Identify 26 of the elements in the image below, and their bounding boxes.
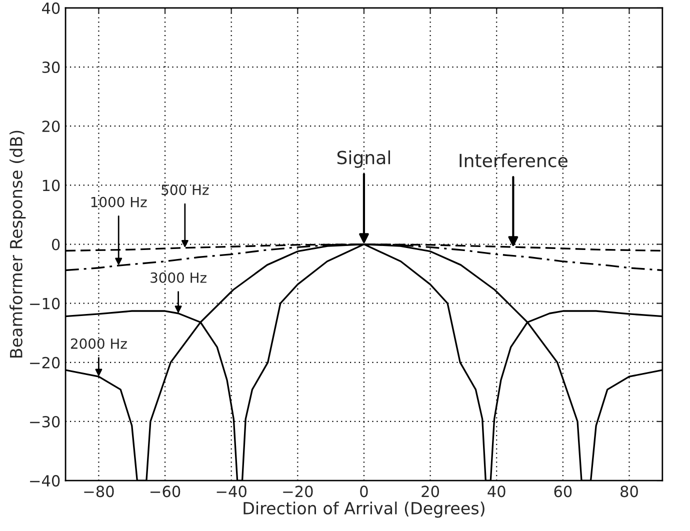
y-tick-label: 10 <box>42 180 60 192</box>
annotation: 500 Hz <box>162 184 209 196</box>
y-tick-label: −40 <box>30 475 60 487</box>
annotation: 1000 Hz <box>91 196 147 208</box>
x-tick-label: −80 <box>84 486 114 498</box>
annotation: Signal <box>337 150 390 168</box>
y-tick-label: −20 <box>30 356 60 368</box>
x-tick-label: −20 <box>283 486 313 498</box>
x-tick-label: 20 <box>422 486 439 498</box>
annotation: 2000 Hz <box>70 338 127 349</box>
x-tick-label: 0 <box>360 486 368 498</box>
y-tick-label: 40 <box>42 2 60 14</box>
annotation: 3000 Hz <box>150 272 206 283</box>
x-tick-label: 80 <box>620 486 638 498</box>
x-tick-label: −60 <box>150 486 180 498</box>
x-tick-label: 60 <box>554 486 572 498</box>
x-axis-title: Direction of Arrival (Degrees) <box>244 502 484 518</box>
x-tick-label: −40 <box>216 486 246 498</box>
y-tick-label: −30 <box>30 416 60 428</box>
y-tick-label: −10 <box>30 298 60 310</box>
y-tick-label: 30 <box>42 62 60 74</box>
x-tick-label: 40 <box>488 486 506 498</box>
annotation: Interference <box>460 153 568 168</box>
y-tick-label: 20 <box>42 120 60 132</box>
y-axis-title: Beamformer Response (dB) <box>10 130 26 358</box>
y-tick-label: 0 <box>52 238 60 250</box>
